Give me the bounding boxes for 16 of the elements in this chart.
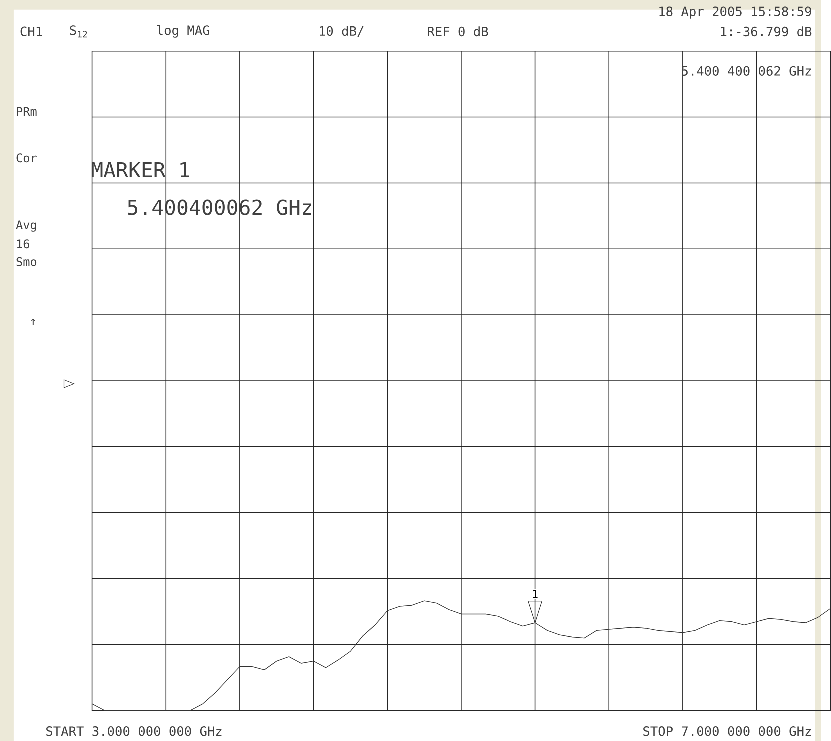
text: CH1: [20, 26, 42, 36]
text: 1:-36.799 dB: [721, 26, 812, 36]
text: REF 0 dB: [428, 26, 488, 36]
text: START 3.000 000 000 GHz: [46, 726, 222, 736]
text: ↑: [31, 318, 36, 326]
text: 18 Apr 2005 15:58:59: [660, 6, 812, 19]
text: STOP 7.000 000 000 GHz: [644, 726, 812, 736]
text: 10 dB/: [320, 26, 364, 37]
text: Smo: [16, 257, 37, 266]
annotation: 1: [533, 590, 538, 598]
text: PRm: [17, 107, 37, 116]
text: Avg: [16, 220, 36, 232]
text: S$_{12}$: [70, 25, 88, 38]
text: log MAG: [157, 25, 210, 38]
text: 16: [17, 240, 30, 248]
text: Cor: [16, 154, 37, 162]
